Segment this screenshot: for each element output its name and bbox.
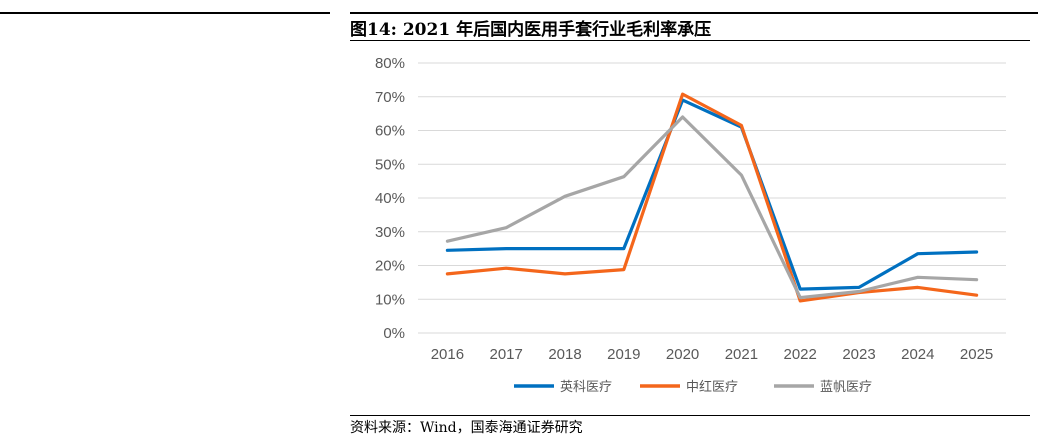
- y-tick-label: 0%: [383, 325, 405, 342]
- source-note: 资料来源：Wind，国泰海通证券研究: [350, 420, 583, 436]
- x-axis-ticks: 2016 2017 2018 2019 2020 2021 2022 2023 2024 2025: [431, 346, 994, 363]
- x-tick-label: 2024: [901, 346, 934, 363]
- footer-rule: [350, 415, 1030, 416]
- gridlines: [418, 62, 1006, 334]
- title-underline: [350, 40, 1030, 41]
- x-tick-label: 2023: [842, 346, 875, 363]
- x-tick-label: 2022: [784, 346, 817, 363]
- y-tick-label: 10%: [375, 291, 405, 308]
- y-tick-label: 30%: [375, 224, 405, 241]
- legend-label: 英科医疗: [560, 380, 612, 395]
- series-line: [445, 92, 979, 303]
- legend-label: 蓝帆医疗: [820, 380, 872, 395]
- figure-title: 图14: 2021 年后国内医用手套行业毛利率承压: [350, 20, 712, 40]
- x-tick-label: 2021: [725, 346, 758, 363]
- y-tick-label: 80%: [375, 55, 405, 72]
- x-tick-label: 2017: [490, 346, 523, 363]
- legend: 英科医疗 中红医疗 蓝帆医疗: [514, 379, 872, 395]
- series-lines: [445, 92, 979, 303]
- y-tick-label: 20%: [375, 258, 405, 275]
- y-axis-ticks: 0% 10% 20% 30% 40% 50% 60% 70% 80%: [375, 55, 405, 342]
- x-tick-label: 2020: [666, 346, 699, 363]
- x-tick-label: 2025: [960, 346, 993, 363]
- y-tick-label: 60%: [375, 123, 405, 140]
- y-tick-label: 70%: [375, 89, 405, 106]
- top-rule-right: [350, 12, 1038, 14]
- legend-label: 中红医疗: [686, 379, 738, 395]
- series-line: [445, 98, 979, 291]
- top-rule-left: [0, 12, 330, 14]
- y-tick-label: 50%: [375, 156, 405, 173]
- y-tick-label: 40%: [375, 190, 405, 207]
- x-tick-label: 2018: [548, 346, 581, 363]
- series-line: [445, 115, 979, 300]
- x-tick-label: 2016: [431, 346, 464, 363]
- x-tick-label: 2019: [607, 346, 640, 363]
